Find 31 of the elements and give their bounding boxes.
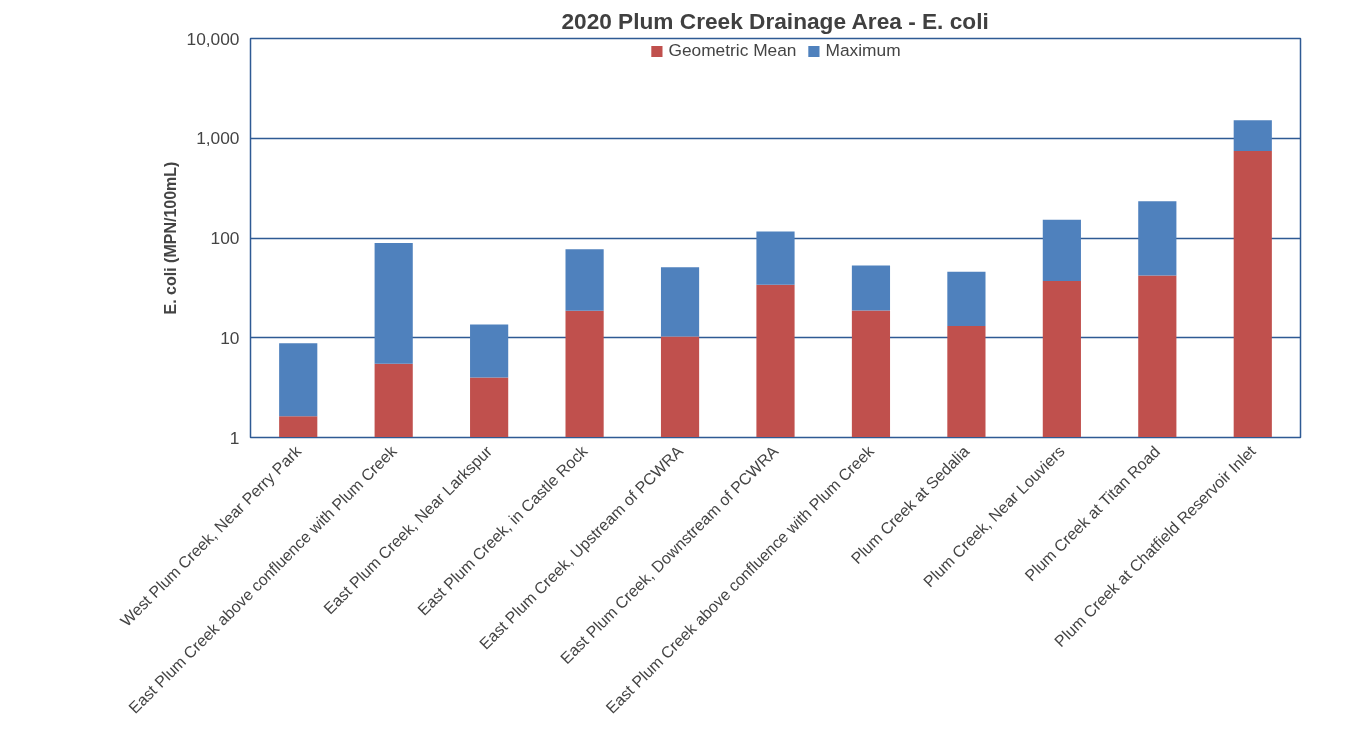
bar [1042, 219, 1081, 282]
y-tick-label: 10 [220, 327, 240, 348]
bar [470, 377, 509, 438]
bar [565, 249, 604, 311]
bar [279, 416, 318, 438]
bar [565, 310, 604, 438]
chart-title: 2020 Plum Creek Drainage Area - E. coli [561, 7, 989, 34]
bar [1042, 281, 1081, 438]
bar [1138, 275, 1177, 438]
bar [660, 336, 700, 438]
bar [851, 265, 891, 311]
bar [947, 271, 986, 327]
bar [947, 326, 986, 438]
bar [1233, 120, 1272, 151]
y-tick-label: 1,000 [196, 128, 240, 149]
bar [660, 267, 700, 337]
bar [374, 243, 413, 364]
y-tick-label: 100 [210, 228, 240, 248]
legend-label: Geometric Mean [668, 40, 797, 61]
legend-label: Maximum [825, 40, 901, 61]
bar [756, 231, 795, 285]
bar [756, 284, 795, 438]
bar [1233, 150, 1272, 438]
bar [279, 343, 318, 417]
y-axis-title: E. coli (MPN/100mL) [161, 161, 179, 315]
y-tick-label: 1 [229, 427, 240, 448]
y-tick-label: 10,000 [186, 28, 240, 49]
bar [851, 310, 891, 438]
bar [1138, 201, 1177, 276]
bar [470, 324, 509, 378]
bar [374, 363, 413, 438]
